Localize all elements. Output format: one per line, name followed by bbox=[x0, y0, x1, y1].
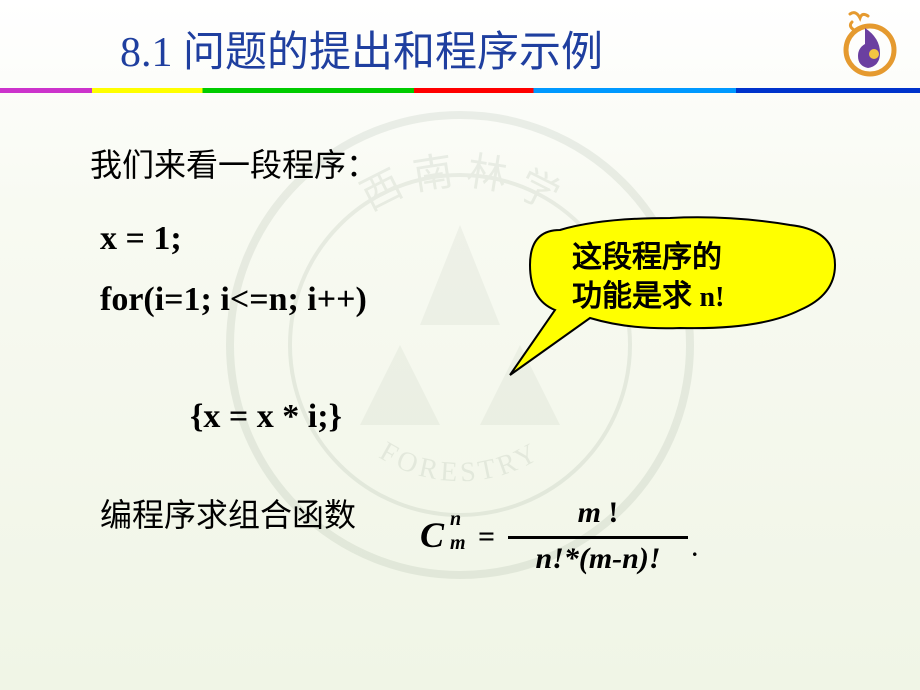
formula-numerator: m ! bbox=[508, 496, 688, 530]
formula-C: C bbox=[420, 514, 444, 556]
bubble-line1: 这段程序的 bbox=[572, 241, 722, 274]
formula-sub: m bbox=[450, 532, 466, 555]
combination-formula: C n m = m ! n!*(m-n)! . bbox=[420, 490, 780, 580]
problem-text: 编程序求组合函数 bbox=[100, 490, 356, 536]
formula-eq: = bbox=[478, 520, 495, 554]
formula-sup: n bbox=[450, 508, 461, 531]
num-m: m bbox=[578, 496, 609, 529]
code-line-3: {x = x * i;} bbox=[190, 398, 342, 436]
num-excl: ! bbox=[608, 496, 618, 529]
svg-text:西 南 林 学: 西 南 林 学 bbox=[354, 148, 567, 219]
intro-text: 我们来看一段程序： bbox=[90, 140, 378, 186]
divider-rainbow bbox=[0, 88, 920, 93]
corner-logo bbox=[830, 8, 900, 78]
bubble-nf: n! bbox=[700, 282, 725, 313]
speech-bubble: 这段程序的 功能是求 n! bbox=[500, 210, 860, 410]
bubble-line2a: 功能是求 bbox=[572, 280, 700, 313]
bubble-text: 这段程序的 功能是求 n! bbox=[572, 238, 724, 316]
code-line-1: x = 1; bbox=[100, 220, 182, 258]
formula-dot: . bbox=[692, 536, 698, 562]
fraction-line bbox=[508, 536, 688, 539]
formula-denominator: n!*(m-n)! bbox=[508, 542, 688, 576]
slide-title: 8.1 问题的提出和程序示例 bbox=[120, 18, 603, 79]
svg-text:FORESTRY: FORESTRY bbox=[374, 436, 545, 488]
code-line-2: for(i=1; i<=n; i++) bbox=[100, 280, 367, 321]
